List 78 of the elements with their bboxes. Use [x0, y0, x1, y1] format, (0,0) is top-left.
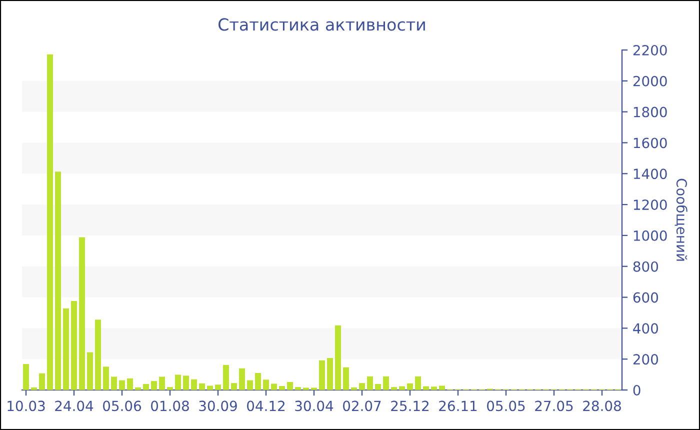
chart-title: Статистика активности	[218, 18, 425, 31]
bar	[423, 386, 429, 390]
bar	[183, 376, 189, 390]
bar	[167, 387, 173, 390]
bar	[399, 386, 405, 390]
y-tick-label: 800	[633, 261, 658, 272]
bar	[63, 308, 69, 390]
bar	[151, 381, 157, 390]
bar	[319, 360, 325, 390]
x-tick-label: 05.05	[487, 400, 525, 412]
bar	[359, 383, 365, 390]
bar	[31, 387, 37, 390]
bar	[351, 387, 357, 390]
x-tick-label: 10.03	[8, 400, 45, 412]
x-tick-label: 28.08	[583, 400, 621, 412]
bar	[127, 378, 133, 390]
bar	[239, 368, 245, 390]
bar	[119, 380, 125, 390]
bar	[95, 320, 101, 390]
bar	[335, 325, 341, 390]
y-tick-label: 1000	[634, 230, 667, 241]
bar	[55, 172, 61, 390]
bar	[207, 386, 213, 390]
bar	[263, 380, 269, 390]
x-tick-label: 24.04	[55, 400, 94, 412]
bar	[295, 387, 301, 390]
bar	[279, 386, 285, 390]
bar	[391, 387, 397, 390]
bar	[103, 366, 109, 390]
x-tick-label: 02.07	[343, 400, 381, 412]
bar	[343, 367, 349, 390]
bar	[231, 383, 237, 390]
bar	[287, 382, 293, 390]
bar	[271, 384, 277, 390]
bar	[375, 384, 381, 390]
bar	[407, 383, 413, 390]
bar	[71, 300, 77, 390]
bar	[23, 364, 29, 390]
bar	[247, 380, 253, 390]
bar	[135, 387, 141, 390]
bar	[39, 373, 45, 390]
bar	[431, 386, 437, 390]
bar	[367, 376, 373, 390]
bar	[439, 386, 445, 390]
y-tick-label: 1400	[634, 168, 667, 180]
y-tick-label: 2000	[633, 76, 667, 86]
bar	[215, 384, 221, 390]
y-tick-label: 1200	[634, 200, 667, 210]
y-tick-label: 1800	[634, 106, 667, 118]
bar	[255, 373, 261, 390]
bar	[143, 384, 149, 390]
x-tick-label: 05.06	[103, 400, 142, 412]
y-tick-label: 400	[633, 323, 658, 334]
x-tick-label: 25.12	[391, 400, 428, 412]
x-tick-label: 01.08	[151, 400, 189, 412]
y-axis-title: Сообщений	[674, 178, 688, 261]
x-tick-label: 04.12	[247, 400, 284, 412]
bar	[87, 352, 93, 390]
bar	[327, 358, 333, 390]
bar	[47, 54, 53, 390]
bar	[199, 383, 205, 390]
x-tick-label: 30.09	[199, 400, 237, 412]
bar	[175, 374, 181, 390]
bar	[415, 376, 421, 390]
bar	[383, 376, 389, 390]
y-tick-label: 200	[633, 354, 658, 365]
x-tick-label: 27.05	[535, 400, 573, 412]
y-tick-label: 600	[633, 292, 658, 303]
y-tick-label: 1600	[634, 138, 667, 148]
bar	[79, 237, 85, 390]
y-tick-label: 0	[633, 384, 640, 396]
bar	[159, 376, 165, 390]
bar	[111, 376, 117, 390]
bar	[223, 364, 229, 390]
bar	[191, 379, 197, 390]
x-tick-label: 30.04	[295, 400, 334, 412]
x-tick-label: 26.11	[439, 400, 477, 412]
y-tick-label: 2200	[633, 44, 667, 56]
